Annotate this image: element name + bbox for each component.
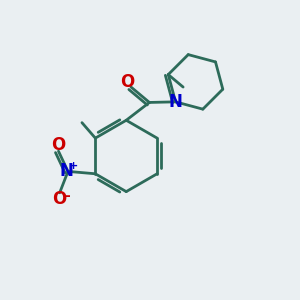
Text: -: - [64, 189, 70, 203]
Text: O: O [51, 136, 65, 154]
Text: O: O [120, 73, 134, 91]
Text: +: + [69, 161, 78, 171]
Text: O: O [52, 190, 67, 208]
Text: N: N [169, 93, 183, 111]
Text: N: N [60, 161, 74, 179]
